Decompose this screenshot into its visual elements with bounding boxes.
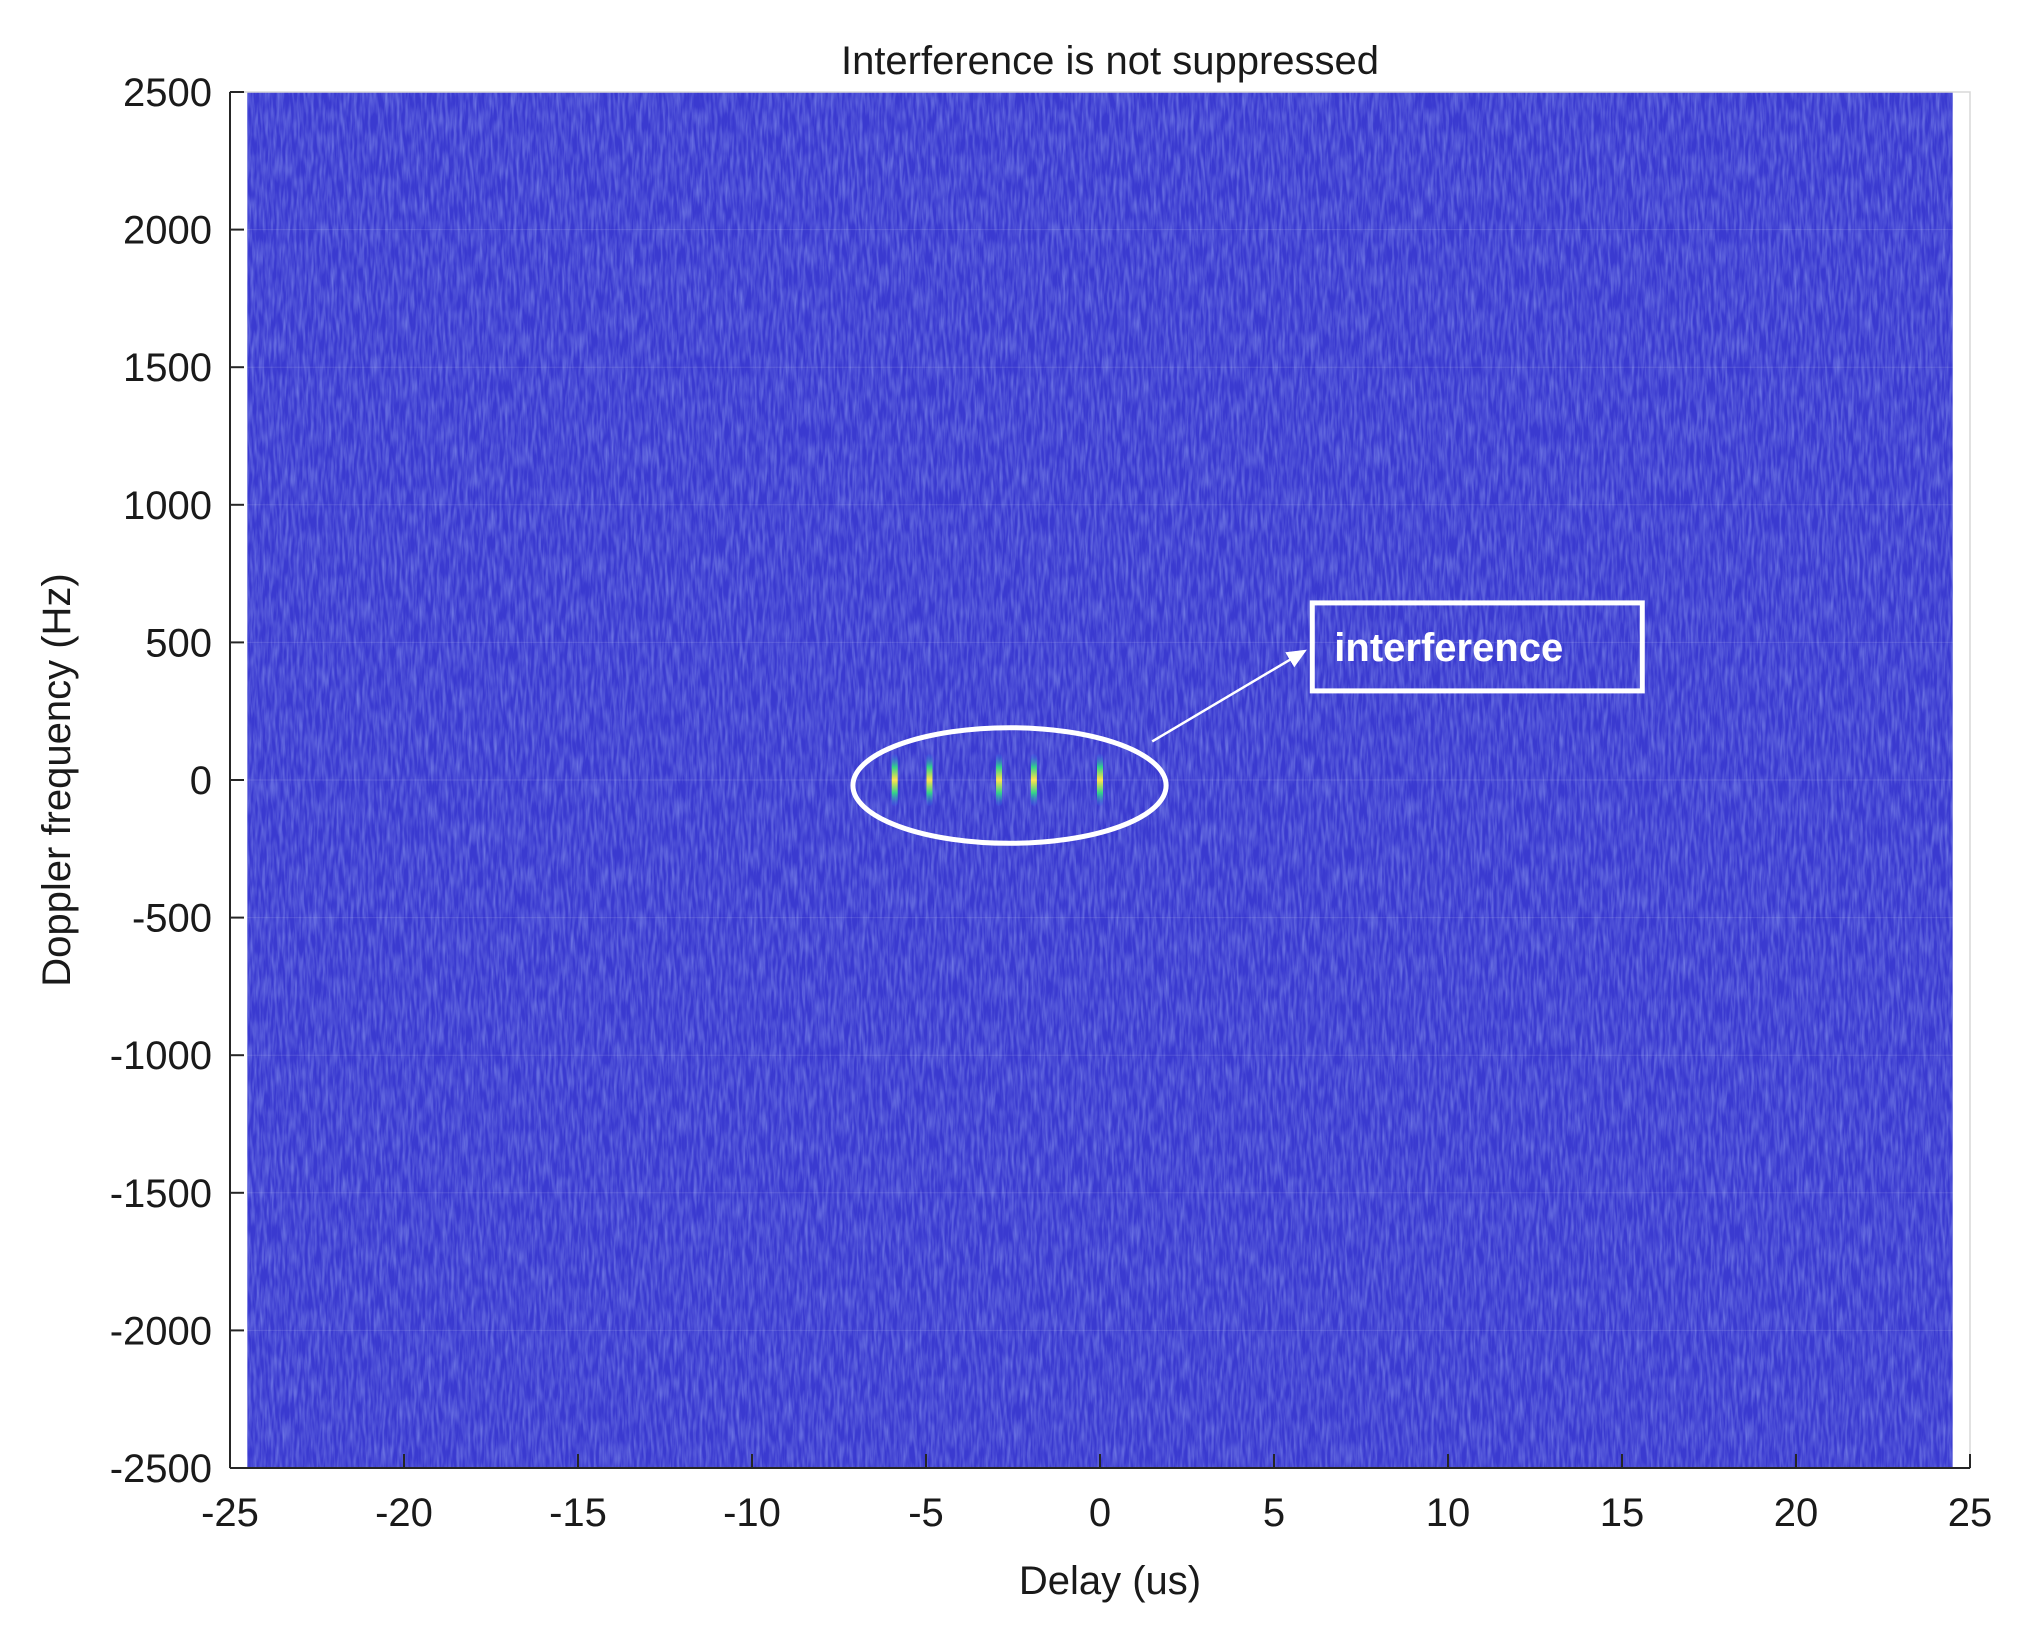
y-tick-label: 500 (145, 621, 212, 665)
x-tick-label: -20 (375, 1491, 433, 1535)
interference-peaks (891, 754, 1103, 806)
x-axis-label: Delay (us) (1019, 1559, 1201, 1603)
annotation-box (1309, 600, 1645, 694)
y-axis-ticks: 2500 2000 1500 1000 500 0 -500 -1000 -1500 -2000 -… (110, 71, 244, 1491)
y-tick-label: -2500 (110, 1447, 212, 1491)
interference-ellipse (850, 725, 1169, 846)
interference-peak (1030, 754, 1037, 806)
x-tick-label: 20 (1774, 1491, 1819, 1535)
grid (230, 229, 1970, 1331)
x-tick-label: 10 (1426, 1491, 1471, 1535)
y-tick-label: -500 (132, 897, 212, 941)
plot-area (229, 91, 1971, 1469)
x-tick-label: 15 (1600, 1491, 1645, 1535)
y-tick-label: 2000 (123, 209, 212, 253)
y-tick-label: 1500 (123, 346, 212, 390)
y-tick-label: 2500 (123, 71, 212, 115)
annotation-label: interference (1334, 626, 1563, 670)
interference-peak (926, 754, 933, 806)
axes: -25 -20 -15 -10 -5 0 5 10 15 20 25 2500 2000 1500 100… (110, 71, 1993, 1535)
x-tick-label: 0 (1089, 1491, 1111, 1535)
annotation-arrow (1151, 649, 1307, 743)
interference-peak (1097, 754, 1103, 806)
interference-peak (996, 754, 1003, 806)
y-axis-label: Doppler frequency (Hz) (35, 573, 79, 987)
x-axis-ticks: -25 -20 -15 -10 -5 0 5 10 15 20 25 (201, 1454, 1992, 1535)
interference-annotation: interference (850, 600, 1645, 846)
x-tick-label: -10 (723, 1491, 781, 1535)
x-tick-label: -15 (549, 1491, 607, 1535)
y-tick-label: 0 (190, 759, 212, 803)
y-tick-label: 1000 (123, 484, 212, 528)
y-tick-label: -2000 (110, 1309, 212, 1353)
x-tick-label: 25 (1948, 1491, 1993, 1535)
x-tick-label: 5 (1263, 1491, 1285, 1535)
x-tick-label: -25 (201, 1491, 259, 1535)
interference-peak (891, 754, 898, 806)
x-tick-label: -5 (908, 1491, 944, 1535)
chart-title: Interference is not suppressed (841, 39, 1379, 83)
y-tick-label: -1000 (110, 1034, 212, 1078)
y-tick-label: -1500 (110, 1172, 212, 1216)
